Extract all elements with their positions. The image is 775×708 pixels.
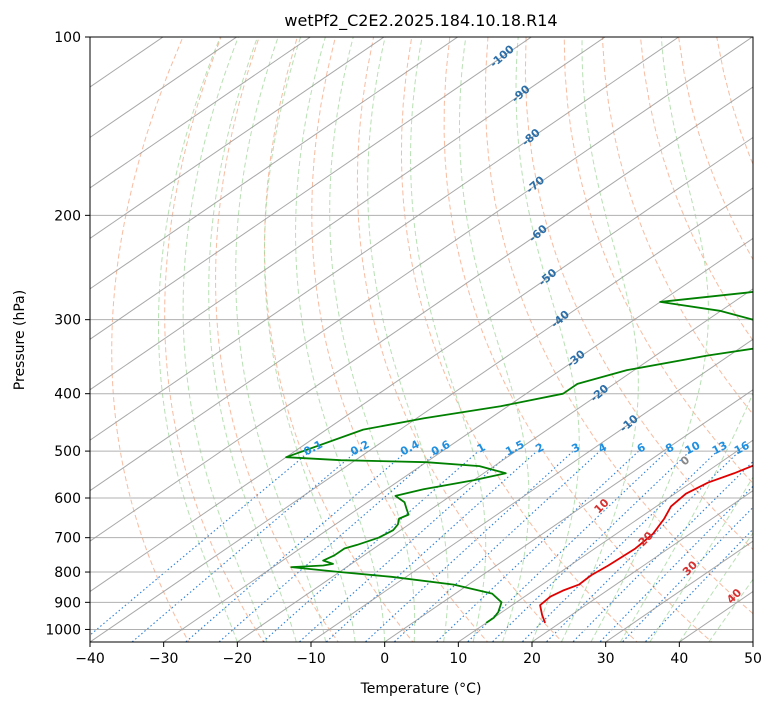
y-tick-label: 400 (54, 387, 81, 403)
x-tick-label: −10 (296, 651, 326, 667)
moist-adiabat-line (515, 37, 580, 642)
plot-frame (89, 36, 754, 643)
mixing-ratio-line (599, 485, 753, 642)
isotherm-line (90, 37, 238, 139)
x-axis-label: Temperature (°C) (360, 681, 482, 697)
moist-adiabat-line (208, 37, 297, 642)
x-tick-label: −20 (223, 651, 253, 667)
x-tick-label: 0 (380, 651, 389, 667)
moist-adiabat-line (235, 37, 327, 642)
isotherm-line (604, 540, 753, 642)
mixing-ratio-line (184, 450, 408, 642)
mixing-ratio-line (572, 460, 753, 642)
moist-adiabat-line (295, 37, 386, 642)
moist-adiabat-line (263, 37, 356, 642)
mixing-ratio-line (435, 450, 640, 642)
moist-adiabat-line (708, 578, 753, 642)
isotherm-line (90, 37, 385, 239)
dry-adiabat-line (563, 37, 753, 485)
mixing-ratio-label: 16 (732, 439, 752, 458)
moist-adiabat-line (619, 391, 753, 642)
temperature-profile-line (539, 464, 753, 624)
isotherm-line (90, 37, 459, 290)
moist-adiabat-line (678, 531, 753, 642)
moist-adiabat-line (410, 37, 487, 642)
mixing-ratio-line (325, 450, 538, 642)
y-tick-label: 600 (54, 491, 81, 507)
y-tick-label: 700 (54, 531, 81, 547)
y-tick-label: 500 (54, 444, 81, 460)
dry-adiabat-line (524, 37, 753, 551)
isotherm-line (310, 338, 753, 642)
mixing-ratio-line (545, 450, 740, 642)
mixing-ratio-line (90, 450, 311, 636)
y-tick-label: 800 (54, 565, 81, 581)
mixing-ratio-line (131, 450, 358, 642)
plot-area: -100-90-80-70-60-50-40-30-20-1000.1 0.2 0.… (90, 37, 753, 642)
isotherm-line (162, 237, 753, 642)
mixing-ratio-label: 10 (683, 439, 703, 458)
moist-adiabat-line (182, 37, 268, 642)
dry-adiabat-line (639, 37, 753, 342)
dewpoint-profile-line (285, 290, 753, 624)
moist-adiabat-line (590, 37, 709, 642)
x-tick-label: 20 (523, 651, 541, 667)
mixing-ratio-line (261, 450, 479, 642)
isotherm-line (457, 439, 753, 642)
x-tick-label: 50 (744, 651, 762, 667)
isotherm-line (90, 37, 680, 441)
moist-adiabat-line (649, 476, 753, 642)
y-tick-label: 900 (54, 595, 81, 611)
dry-adiabat-line (601, 37, 753, 415)
isotherm-line (90, 37, 533, 340)
axis-ticks: −40 −30 −20 −10 0 10 20 30 40 50 100 200 300 400 500 60… (45, 30, 762, 667)
x-tick-label: 40 (670, 651, 688, 667)
dry-adiabat-line (443, 37, 713, 642)
mixing-ratio-line (521, 450, 718, 642)
isotherm-line (90, 86, 753, 542)
isotherm-line (90, 37, 753, 492)
x-tick-label: 10 (449, 651, 467, 667)
isotherm-line (90, 37, 606, 391)
x-tick-label: 30 (597, 651, 615, 667)
moist-adiabat-line (329, 37, 416, 642)
chart-title: wetPf2_C2E2.2025.184.10.18.R14 (284, 11, 557, 31)
x-tick-label: −30 (149, 651, 179, 667)
mixing-ratio-line (621, 506, 753, 642)
y-tick-label: 100 (54, 30, 81, 46)
y-tick-label: 300 (54, 313, 81, 329)
isotherm-line (90, 187, 753, 642)
isotherm-line (90, 37, 312, 189)
moist-adiabat-line (458, 37, 530, 642)
isotherm-line (383, 389, 753, 642)
isotherm-line (236, 288, 753, 642)
y-tick-label: 1000 (45, 622, 81, 638)
mixing-ratio-label: 13 (710, 439, 730, 458)
isotherm-line (531, 490, 753, 642)
x-tick-label: −40 (75, 651, 105, 667)
moist-adiabat-line (157, 37, 238, 642)
isotherm-line (90, 136, 753, 593)
y-tick-label: 200 (54, 208, 81, 224)
y-axis-label: Pressure (hPa) (12, 290, 28, 390)
